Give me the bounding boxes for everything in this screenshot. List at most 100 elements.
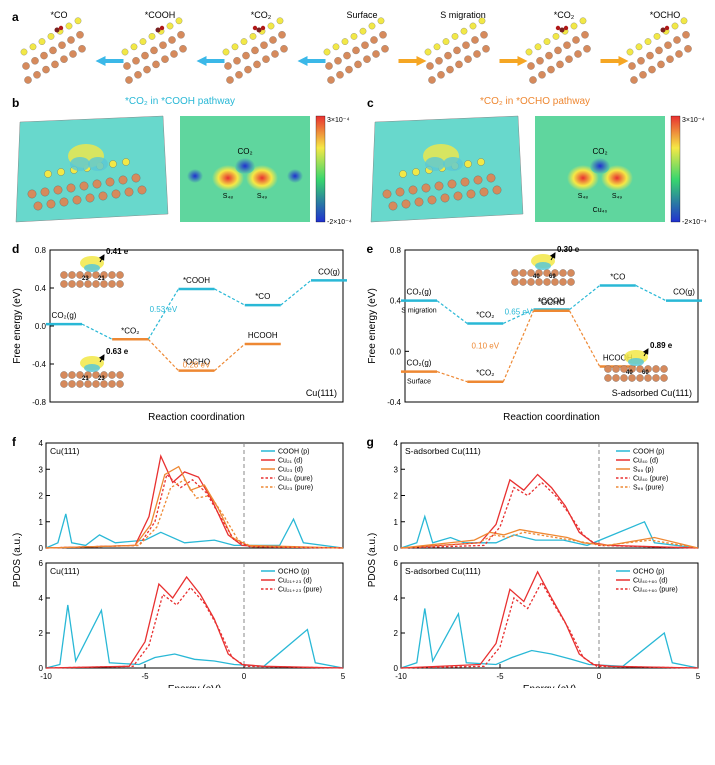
svg-text:Cu₄₀: Cu₄₀ — [593, 207, 608, 214]
svg-text:21: 21 — [82, 376, 89, 382]
svg-text:3: 3 — [393, 465, 398, 474]
svg-text:40: 40 — [626, 370, 633, 376]
slab — [122, 18, 187, 84]
panel-e-svg: -0.40.00.40.8Free energy (eV)Reaction co… — [363, 240, 708, 425]
svg-text:0: 0 — [242, 672, 247, 681]
svg-text:0.30 e: 0.30 e — [557, 245, 580, 254]
svg-text:*CO: *CO — [610, 272, 625, 281]
svg-text:0: 0 — [596, 672, 601, 681]
svg-text:HCOOH: HCOOH — [248, 331, 278, 340]
svg-text:Cu₄₀ (pure): Cu₄₀ (pure) — [633, 476, 668, 483]
svg-text:4: 4 — [393, 439, 398, 448]
svg-text:Cu₂₁ (pure): Cu₂₁ (pure) — [278, 476, 313, 483]
svg-text:2: 2 — [393, 492, 398, 501]
panel-d: d -0.8-0.40.00.40.8Free energy (eV)React… — [8, 240, 353, 425]
charge-3d — [371, 116, 523, 222]
svg-text:0.4: 0.4 — [35, 284, 47, 293]
svg-text:5: 5 — [695, 672, 700, 681]
svg-text:S₆₉ (p): S₆₉ (p) — [633, 467, 654, 474]
panel-f-svg: 01234Cu(111)COOH (p)Cu₂₁ (d)Cu₂₃ (d)Cu₂₁… — [8, 433, 353, 688]
panel-bc-row: b *CO₂ in *COOH pathwayCO₂S₄₈S₄₉3×10⁻⁴-2… — [8, 94, 707, 232]
svg-text:S₆₉ (pure): S₆₉ (pure) — [633, 485, 664, 492]
slab — [223, 18, 288, 84]
arrow — [601, 56, 629, 66]
slab — [21, 18, 86, 84]
svg-text:3: 3 — [39, 465, 44, 474]
inset: 21230.63 e — [60, 347, 128, 388]
x-axis-label: Reaction coordination — [148, 412, 245, 423]
svg-text:Cu₄₀₊₆₀ (d): Cu₄₀₊₆₀ (d) — [633, 578, 668, 585]
y-axis-label: PDOS (a.u.) — [12, 533, 23, 587]
svg-text:4: 4 — [393, 594, 398, 603]
svg-text:40: 40 — [533, 274, 540, 280]
panel-g: g 01234S-adsorbed Cu(111)COOH (p)Cu₄₀ (d… — [363, 433, 708, 688]
legend: COOH (p)Cu₂₁ (d)Cu₂₃ (d)Cu₂₁ (pure)Cu₂₃ … — [261, 449, 313, 492]
panel-b-label: b — [12, 96, 19, 110]
svg-text:-0.4: -0.4 — [32, 360, 46, 369]
svg-text:-5: -5 — [496, 672, 504, 681]
legend: OCHO (p) Cu₂₁₊₂₃ (d) Cu₂₁₊₂₃ (pure) — [261, 569, 322, 594]
svg-text:3×10⁻⁴: 3×10⁻⁴ — [682, 117, 704, 124]
svg-text:21: 21 — [98, 276, 105, 282]
panel-c: c *CO₂ in *OCHO pathwayCO₂S₄₈S₄₉Cu₄₀3×10… — [363, 94, 708, 232]
subplot-title: S-adsorbed Cu(111) — [405, 566, 481, 576]
arrow — [197, 56, 225, 66]
panel-c-label: c — [367, 96, 374, 110]
svg-text:0.28 eV: 0.28 eV — [183, 360, 211, 369]
slab — [425, 18, 490, 84]
svg-text:5: 5 — [341, 672, 346, 681]
arrow — [500, 56, 528, 66]
panel-a: a *CO*COOH*CO₂SurfaceS migration*CO₂*OCH… — [8, 8, 707, 86]
svg-text:23: 23 — [82, 276, 89, 282]
svg-text:6: 6 — [39, 559, 44, 568]
svg-text:Cu₂₁ (d): Cu₂₁ (d) — [278, 458, 303, 465]
svg-text:OCHO (p): OCHO (p) — [278, 569, 310, 576]
svg-text:CO(g): CO(g) — [318, 267, 340, 276]
svg-text:OCHO (p): OCHO (p) — [633, 569, 665, 576]
svg-text:1: 1 — [393, 518, 398, 527]
slab-label: *CO₂ — [554, 10, 575, 20]
svg-text:0: 0 — [39, 544, 44, 553]
bc-title: *CO₂ in *COOH pathway — [125, 96, 235, 107]
slab-label: *OCHO — [650, 10, 681, 20]
svg-text:6: 6 — [393, 559, 398, 568]
svg-text:69: 69 — [549, 274, 556, 280]
slab — [627, 18, 692, 84]
slab-label: *COOH — [145, 10, 176, 20]
svg-text:S migration: S migration — [401, 308, 437, 315]
svg-text:0.53 eV: 0.53 eV — [150, 305, 178, 314]
svg-text:Cu₄₀ (d): Cu₄₀ (d) — [633, 458, 658, 465]
svg-text:Cu₂₁₊₂₃ (pure): Cu₂₁₊₂₃ (pure) — [278, 587, 322, 594]
svg-text:-10: -10 — [40, 672, 52, 681]
arrow — [298, 56, 326, 66]
svg-text:S₄₈: S₄₈ — [578, 193, 589, 200]
svg-text:*OCHO: *OCHO — [537, 298, 564, 307]
slab-label: *CO — [50, 10, 67, 20]
svg-text:Cu₂₁₊₂₃ (d): Cu₂₁₊₂₃ (d) — [278, 578, 312, 585]
svg-text:0.8: 0.8 — [35, 246, 47, 255]
svg-text:-0.4: -0.4 — [387, 398, 401, 407]
svg-text:Surface: Surface — [406, 379, 430, 386]
svg-text:Cu₂₃ (pure): Cu₂₃ (pure) — [278, 485, 313, 492]
charge-3d — [16, 116, 168, 222]
inset: 23210.41 e — [60, 247, 128, 288]
svg-text:0.89 e: 0.89 e — [650, 341, 673, 350]
svg-text:2: 2 — [393, 629, 398, 638]
svg-text:CO₂(g): CO₂(g) — [406, 359, 431, 368]
x-axis-label: Energy (eV) — [168, 684, 221, 688]
panel-f-label: f — [12, 435, 16, 449]
panel-a-label: a — [12, 10, 19, 24]
colorbar: 3×10⁻⁴-2×10⁻⁴ — [316, 116, 352, 226]
svg-text:-5: -5 — [141, 672, 149, 681]
panel-e-label: e — [367, 242, 374, 256]
panel-f: f 01234Cu(111)COOH (p)Cu₂₁ (d)Cu₂₃ (d)Cu… — [8, 433, 353, 688]
panel-a-svg: *CO*COOH*CO₂SurfaceS migration*CO₂*OCHO — [8, 8, 708, 86]
svg-text:Cu₄₀₊₆₀ (pure): Cu₄₀₊₆₀ (pure) — [633, 587, 678, 594]
svg-text:COOH (p): COOH (p) — [278, 449, 310, 456]
svg-text:0.0: 0.0 — [35, 322, 47, 331]
legend: COOH (p)Cu₄₀ (d)S₆₉ (p)Cu₄₀ (pure)S₆₉ (p… — [616, 449, 668, 492]
svg-text:2: 2 — [39, 492, 44, 501]
panel-b-svg: *CO₂ in *COOH pathwayCO₂S₄₈S₄₉3×10⁻⁴-2×1… — [8, 94, 353, 232]
panel-g-label: g — [367, 435, 374, 449]
svg-text:23: 23 — [98, 376, 105, 382]
